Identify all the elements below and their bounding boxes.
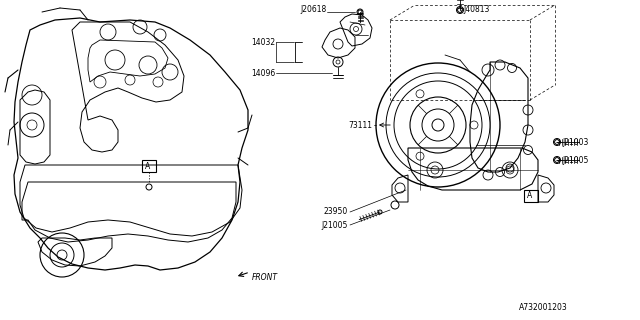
Text: A: A	[527, 191, 532, 201]
Text: 14032: 14032	[251, 37, 275, 46]
Text: A: A	[145, 162, 150, 171]
Bar	[142, 160, 156, 172]
Bar	[524, 190, 538, 202]
Text: J21005: J21005	[322, 220, 348, 229]
Text: J40813: J40813	[463, 4, 490, 13]
Text: 73111: 73111	[348, 121, 372, 130]
Text: J21005: J21005	[562, 156, 588, 164]
Text: J21003: J21003	[562, 138, 588, 147]
Text: J20618: J20618	[301, 4, 327, 13]
Text: A732001203: A732001203	[519, 303, 568, 313]
Text: 23950: 23950	[324, 207, 348, 217]
Text: FRONT: FRONT	[252, 273, 278, 282]
Text: 14096: 14096	[251, 68, 275, 77]
